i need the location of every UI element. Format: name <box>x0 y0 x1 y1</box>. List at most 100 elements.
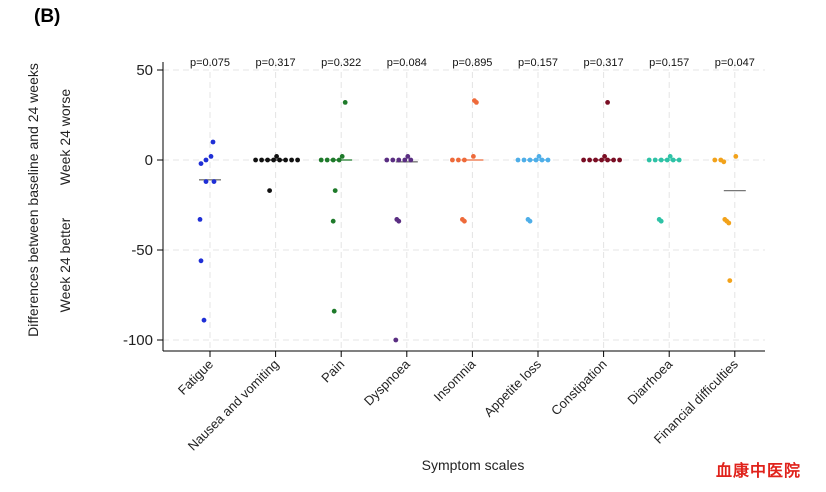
data-point <box>587 157 592 163</box>
y-tick-label: 50 <box>136 62 153 79</box>
p-value-label: p=0.075 <box>190 57 230 69</box>
data-point <box>402 157 408 163</box>
p-value-label: p=0.047 <box>715 57 755 69</box>
data-point <box>602 154 607 159</box>
data-point <box>450 157 455 163</box>
data-point <box>667 154 673 159</box>
data-point <box>474 100 479 105</box>
data-point <box>471 154 476 159</box>
x-tick-label: Dyspnoea <box>361 356 414 409</box>
data-point <box>658 157 664 163</box>
data-point <box>342 100 348 105</box>
data-point <box>721 159 727 165</box>
data-point <box>658 218 664 224</box>
data-point <box>330 218 336 224</box>
x-tick-label: Appetite loss <box>481 356 545 420</box>
data-point <box>515 157 521 163</box>
data-point <box>198 161 204 167</box>
data-point <box>330 157 336 163</box>
data-point <box>332 188 338 194</box>
data-point <box>324 157 330 163</box>
data-point <box>384 157 390 163</box>
data-point <box>652 157 658 163</box>
x-tick-label: Insomnia <box>431 356 479 404</box>
data-point <box>295 157 300 163</box>
data-point <box>393 337 399 343</box>
data-point <box>670 157 676 163</box>
data-point <box>208 154 214 159</box>
data-points <box>197 98 739 343</box>
data-point <box>408 157 414 163</box>
watermark-text: 血康中医院 <box>716 461 802 480</box>
data-point <box>267 188 272 194</box>
data-point <box>605 157 610 163</box>
data-point <box>617 157 622 163</box>
data-point <box>318 157 324 163</box>
data-point <box>726 220 732 226</box>
y-tick-label: -100 <box>123 332 153 349</box>
p-value-label: p=0.157 <box>649 57 689 69</box>
p-value-label: p=0.084 <box>387 57 427 69</box>
x-tick-label: Fatigue <box>175 357 216 398</box>
p-value-label: p=0.895 <box>452 57 492 69</box>
p-value-label: p=0.317 <box>256 57 296 69</box>
data-point <box>727 278 733 283</box>
data-point <box>203 157 209 163</box>
data-point <box>259 157 264 163</box>
data-point <box>539 157 545 163</box>
data-point <box>581 157 586 163</box>
data-point <box>462 157 467 163</box>
y-tick-label: 0 <box>145 152 153 169</box>
data-point <box>593 157 598 163</box>
x-tick-label: Constipation <box>548 357 610 419</box>
data-point <box>283 157 288 163</box>
data-point <box>198 258 204 264</box>
data-point <box>605 100 610 105</box>
data-point <box>390 157 396 163</box>
data-point <box>533 157 539 163</box>
data-point <box>253 157 258 163</box>
data-point <box>289 157 294 163</box>
x-tick-label: Diarrhoea <box>624 356 676 408</box>
p-values: p=0.075 p=0.317 p=0.322 p=0.084 p=0.895 p=0.1… <box>190 57 755 69</box>
x-tick-label: Pain <box>318 357 347 386</box>
data-point <box>527 218 533 224</box>
data-point <box>203 179 209 185</box>
data-point <box>456 157 461 163</box>
data-point <box>536 154 542 159</box>
data-point <box>211 179 217 185</box>
data-point <box>545 157 551 163</box>
p-value-label: p=0.157 <box>518 57 558 69</box>
panel-label: (B) <box>34 6 61 27</box>
data-point <box>210 139 216 145</box>
data-point <box>197 217 203 222</box>
data-point <box>394 217 400 222</box>
data-point <box>599 157 604 163</box>
y-ticks: 50 0 -50 -100 <box>123 62 163 349</box>
data-point <box>339 154 345 159</box>
data-point <box>527 157 533 163</box>
data-point <box>462 218 467 224</box>
y-axis-label: Differences between baseline and 24 week… <box>25 63 41 337</box>
y-axis-label-worse: Week 24 worse <box>57 89 73 185</box>
data-point <box>396 157 402 163</box>
x-axis-label: Symptom scales <box>422 457 525 473</box>
data-point <box>274 154 279 159</box>
data-point <box>712 157 718 163</box>
y-tick-label: -50 <box>131 242 153 259</box>
data-point <box>201 317 207 323</box>
data-point <box>277 157 282 163</box>
data-point <box>405 154 411 159</box>
grid-layer <box>163 62 765 351</box>
data-point <box>664 157 670 163</box>
data-point <box>733 154 739 159</box>
data-point <box>336 157 342 163</box>
data-point <box>521 157 527 163</box>
data-point <box>646 157 652 163</box>
data-point <box>611 157 616 163</box>
data-point <box>676 157 682 163</box>
data-point <box>271 157 276 163</box>
p-value-label: p=0.317 <box>584 57 624 69</box>
